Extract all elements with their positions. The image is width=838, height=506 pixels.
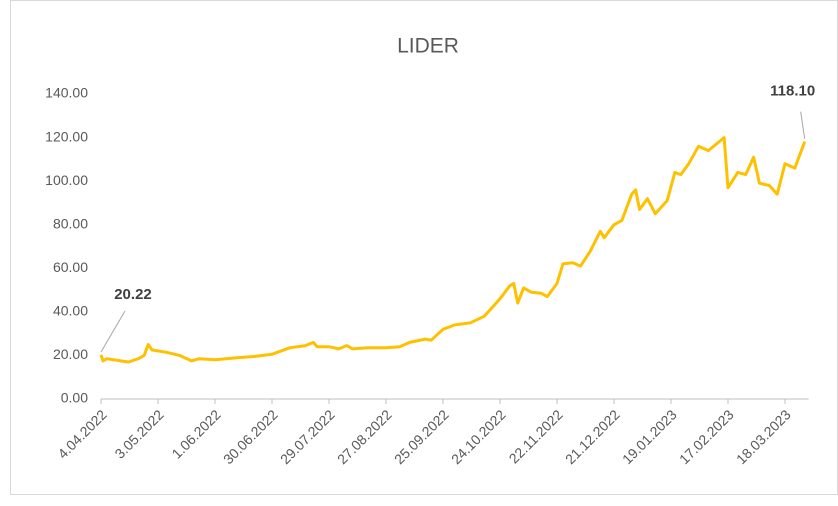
leader-line xyxy=(800,111,806,139)
value-label: 118.10 xyxy=(770,83,815,100)
y-tick-label: 140.00 xyxy=(45,85,88,101)
chart-border xyxy=(10,0,838,495)
leader-line xyxy=(100,310,126,353)
y-tick-label: 60.00 xyxy=(53,259,88,275)
y-tick-label: 100.00 xyxy=(45,172,88,188)
y-tick-label: 20.00 xyxy=(53,346,88,362)
y-tick-label: 120.00 xyxy=(45,128,88,144)
chart-title: LIDER xyxy=(397,35,459,58)
y-tick-label: 0.00 xyxy=(61,390,88,406)
y-tick-label: 80.00 xyxy=(53,215,88,231)
y-tick-label: 40.00 xyxy=(53,303,88,319)
value-label: 20.22 xyxy=(114,286,152,303)
line xyxy=(99,136,807,364)
